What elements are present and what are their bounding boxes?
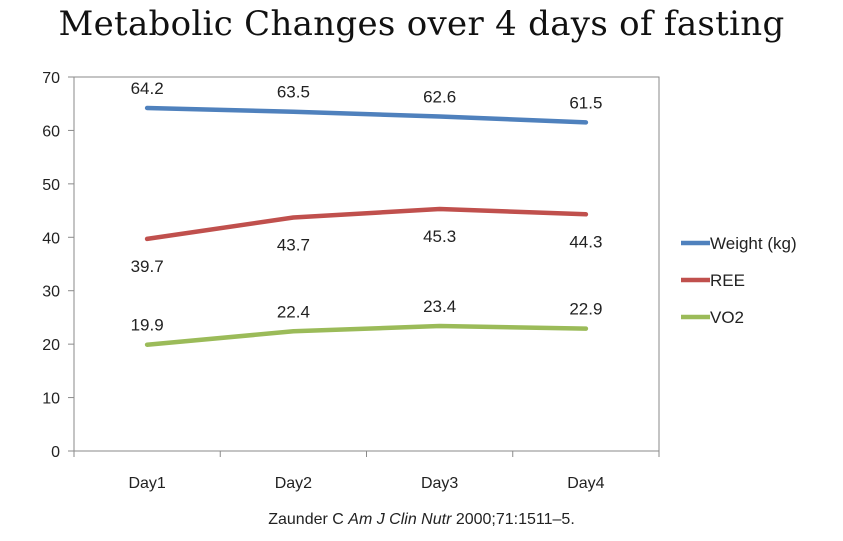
citation-details: 2000;71:1511–5. — [451, 511, 575, 528]
x-tick-label: Day2 — [275, 475, 312, 492]
chart-legend: Weight (kg) REE VO2 — [681, 234, 797, 327]
data-labels: 64.2 63.5 62.6 61.5 39.7 43.7 45.3 44.3 19.9 22.4… — [131, 79, 603, 335]
y-tick-label: 30 — [42, 284, 60, 301]
legend-label: VO2 — [710, 308, 744, 327]
data-label: 22.4 — [277, 302, 310, 321]
citation-author: Zaunder C — [268, 511, 349, 528]
series-line — [144, 323, 589, 347]
y-tick-label: 70 — [42, 70, 60, 87]
data-label: 45.3 — [423, 227, 456, 246]
data-label: 63.5 — [277, 83, 310, 102]
chart-axes: 0 10 20 30 40 50 60 70 Day1 Day2 Day3 Day4 — [42, 70, 660, 492]
legend-label: Weight (kg) — [710, 234, 797, 253]
data-label: 61.5 — [569, 93, 602, 112]
data-label: 64.2 — [131, 79, 164, 98]
x-tick-label: Day4 — [567, 475, 604, 492]
y-tick-label: 0 — [51, 444, 60, 461]
x-tick-label: Day1 — [128, 475, 165, 492]
y-tick-label: 40 — [42, 230, 60, 247]
data-label: 62.6 — [423, 88, 456, 107]
y-tick-label: 20 — [42, 337, 60, 354]
citation-journal: Am J Clin Nutr — [348, 511, 452, 528]
y-tick-label: 50 — [42, 177, 60, 194]
legend-label: REE — [710, 271, 745, 290]
data-label: 44.3 — [569, 232, 602, 251]
y-tick-label: 10 — [42, 391, 60, 408]
x-tick-label: Day3 — [421, 475, 458, 492]
series-line — [144, 105, 589, 125]
y-tick-label: 60 — [42, 123, 60, 140]
series-lines — [144, 105, 589, 347]
chart-title: Metabolic Changes over 4 days of fasting — [58, 4, 785, 44]
series-line — [144, 206, 589, 242]
data-label: 39.7 — [131, 257, 164, 276]
data-label: 23.4 — [423, 297, 456, 316]
data-label: 22.9 — [569, 300, 602, 319]
citation: Zaunder C Am J Clin Nutr 2000;71:1511–5. — [0, 511, 843, 529]
data-label: 19.9 — [131, 316, 164, 335]
data-label: 43.7 — [277, 236, 310, 255]
